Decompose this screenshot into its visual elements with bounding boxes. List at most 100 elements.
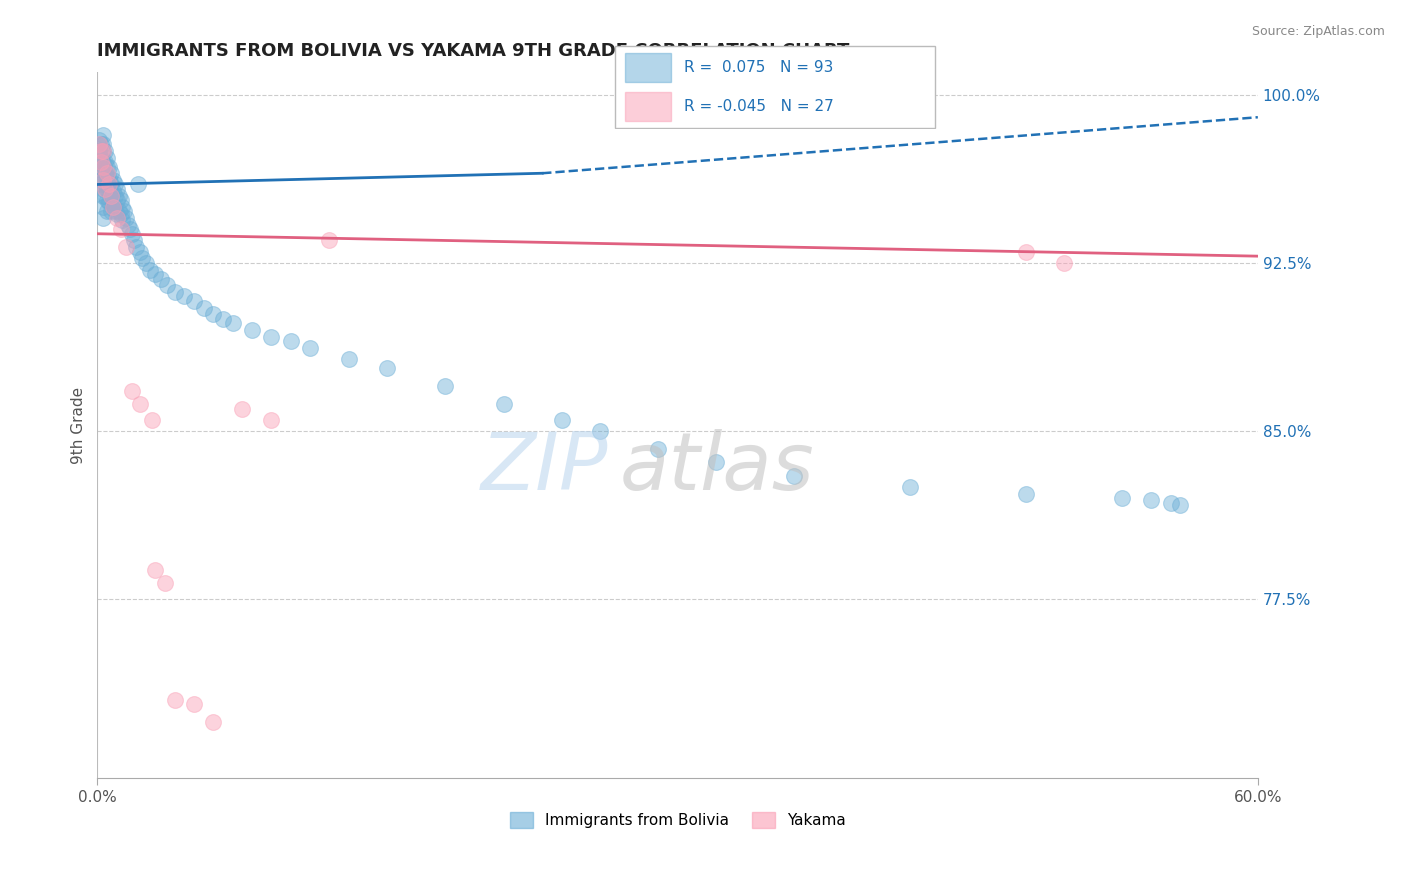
Point (91, 160, 114, 174)
Point (1170, 498, 1192, 512)
Point (127, 178, 149, 192)
Point (145, 563, 167, 577)
Point (1111, 491, 1133, 505)
Point (96, 193, 118, 207)
Point (105, 206, 128, 220)
Point (193, 301, 215, 315)
Point (97, 160, 120, 174)
Point (96, 170, 118, 185)
Point (107, 204, 129, 219)
Text: R =  0.075   N = 93: R = 0.075 N = 93 (685, 60, 834, 75)
Point (91, 173, 114, 187)
Point (91, 144, 114, 158)
Legend: Immigrants from Bolivia, Yakama: Immigrants from Bolivia, Yakama (503, 805, 852, 834)
FancyBboxPatch shape (624, 54, 671, 82)
Point (89, 133, 111, 147)
Point (125, 240, 148, 254)
Point (105, 193, 128, 207)
Point (163, 693, 186, 707)
Point (100, 188, 122, 202)
Point (89, 144, 111, 158)
Point (91, 188, 114, 202)
Point (90, 178, 112, 192)
Point (222, 317, 245, 331)
Point (97, 195, 120, 210)
Point (434, 379, 457, 393)
Point (120, 222, 142, 236)
Point (90, 160, 112, 174)
Text: atlas: atlas (620, 429, 814, 507)
Point (782, 468, 804, 483)
Point (91, 211, 114, 225)
Point (117, 218, 139, 232)
Y-axis label: 9th Grade: 9th Grade (72, 387, 86, 464)
Point (898, 480, 921, 494)
Point (101, 184, 124, 198)
Point (110, 193, 132, 207)
Point (96, 166, 118, 180)
Point (91, 155, 114, 169)
Point (377, 361, 399, 376)
Point (94, 166, 117, 180)
Point (111, 213, 134, 227)
Point (110, 222, 132, 236)
Point (156, 278, 179, 293)
Point (101, 200, 124, 214)
Point (231, 401, 253, 416)
Point (121, 384, 143, 398)
Point (96, 151, 118, 165)
Point (91, 200, 114, 214)
Point (202, 715, 225, 730)
Point (212, 312, 235, 326)
Point (260, 330, 283, 344)
Point (91, 128, 114, 143)
Point (260, 413, 283, 427)
Point (94, 178, 117, 192)
Point (131, 252, 153, 266)
Point (121, 227, 143, 241)
Point (100, 178, 122, 192)
Point (1140, 493, 1163, 508)
Point (110, 206, 132, 220)
Point (96, 160, 118, 174)
Point (240, 323, 263, 337)
Point (647, 442, 669, 456)
Text: R = -0.045   N = 27: R = -0.045 N = 27 (685, 99, 834, 114)
Point (90, 144, 112, 158)
Text: ZIP: ZIP (481, 429, 607, 507)
Point (153, 576, 176, 591)
Point (94, 188, 117, 202)
Point (104, 204, 127, 219)
Point (1015, 244, 1038, 259)
FancyBboxPatch shape (624, 92, 671, 120)
Point (1053, 256, 1076, 270)
FancyBboxPatch shape (614, 46, 935, 128)
Point (299, 341, 322, 355)
Point (91, 182, 114, 196)
Point (104, 178, 127, 192)
Point (183, 698, 205, 712)
Point (104, 188, 127, 202)
Text: Source: ZipAtlas.com: Source: ZipAtlas.com (1251, 25, 1385, 38)
Point (111, 200, 134, 214)
Point (1015, 486, 1038, 500)
Point (112, 204, 135, 219)
Point (90, 155, 112, 169)
Point (122, 234, 145, 248)
Point (492, 397, 515, 411)
Point (550, 413, 572, 427)
Point (101, 197, 124, 211)
Point (94, 144, 117, 158)
Point (183, 293, 205, 308)
Point (129, 244, 152, 259)
Point (280, 334, 302, 349)
Point (100, 188, 122, 202)
Point (89, 155, 111, 169)
Point (135, 256, 157, 270)
Point (1160, 495, 1182, 509)
Point (94, 155, 117, 169)
Point (105, 211, 128, 225)
Text: IMMIGRANTS FROM BOLIVIA VS YAKAMA 9TH GRADE CORRELATION CHART: IMMIGRANTS FROM BOLIVIA VS YAKAMA 9TH GR… (97, 42, 849, 60)
Point (202, 307, 225, 321)
Point (91, 166, 114, 180)
